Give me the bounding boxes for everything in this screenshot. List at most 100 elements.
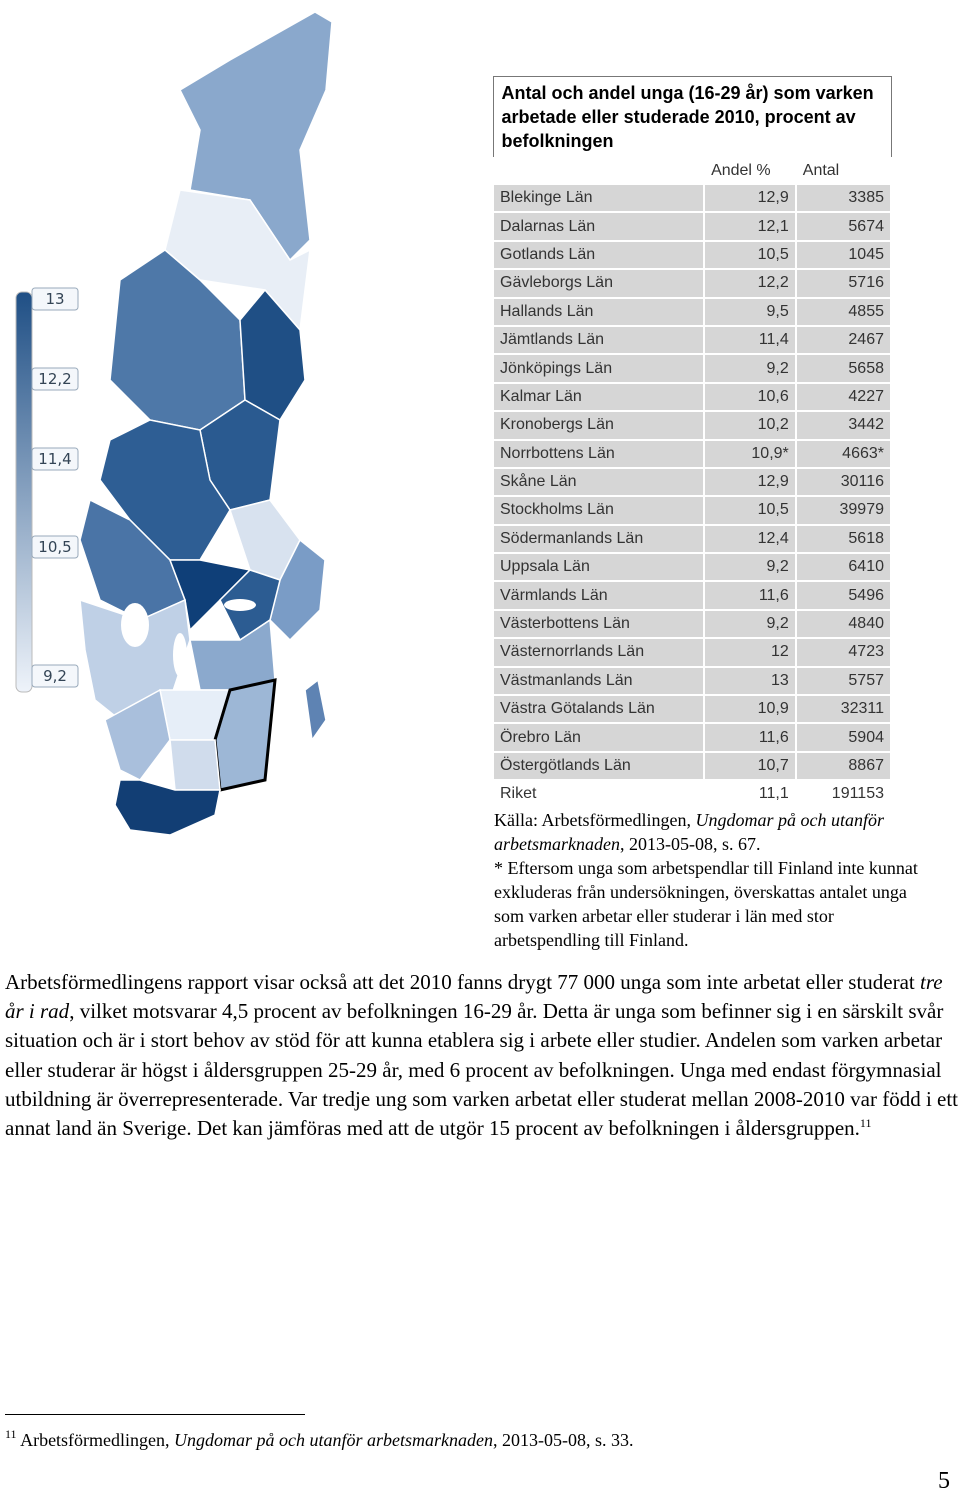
table-row: Västerbottens Län 9,2 4840: [491, 608, 893, 640]
source: Källa: Arbetsförmedlingen, Ungdomar på o…: [494, 808, 934, 856]
table-cell: Jönköpings Län: [491, 353, 706, 384]
tag-box: [31, 367, 79, 391]
table-cell: 11,4: [703, 324, 797, 356]
text: , vilket motsvarar 4,5 procent av befolk…: [5, 999, 959, 1141]
table-cell: 5716: [794, 268, 893, 299]
source-note: Källa: Arbetsförmedlingen, Ungdomar på o…: [494, 808, 934, 952]
table-cell: 4723: [794, 637, 893, 668]
table-cell: 3442: [794, 410, 893, 441]
table-cell: Blekinge Län: [491, 182, 706, 214]
table-cell: 8867: [794, 750, 893, 782]
table-cell: Västerbottens Län: [491, 608, 706, 640]
table-cell: 10,2: [703, 410, 797, 441]
table-cell: Norrbottens Län: [491, 438, 706, 469]
table-row: Jämtlands Län 11,4 2467: [491, 324, 893, 356]
legend-label: 12,2: [38, 370, 71, 388]
table-cell: 11,6: [703, 580, 797, 611]
table-cell: Gävleborgs Län: [491, 268, 706, 299]
table-cell: 3385: [794, 182, 893, 214]
table-cell: Östergötlands Län: [491, 750, 706, 782]
table-cell: 5496: [794, 580, 893, 611]
table-row: Jönköpings Län 9,2 5658: [491, 353, 893, 384]
table-row: Dalarnas Län 12,1 5674: [491, 211, 893, 242]
footnote-rule: [5, 1414, 305, 1415]
footnote: 11 Arbetsförmedlingen, Ungdomar på och u…: [5, 1428, 634, 1452]
table-cell: Riket: [491, 779, 706, 810]
table-cell: 12,9: [703, 466, 797, 498]
legend-tag: 12,2: [31, 367, 79, 391]
legend-label: 13: [45, 290, 64, 308]
table-row: Västernorrlands Län 12 4723: [491, 637, 893, 668]
header-cell: Antal: [794, 157, 893, 185]
table-cell: 4227: [794, 381, 893, 413]
table-cell: 32311: [794, 694, 893, 725]
text: Arbetsförmedlingens rapport visar också …: [5, 970, 920, 994]
table-row: Uppsala Län 9,2 6410: [491, 552, 893, 583]
table-cell: 6410: [794, 552, 893, 583]
legend-bar: [15, 291, 33, 693]
table-cell: Kalmar Län: [491, 381, 706, 413]
italic-text: tre år i rad: [5, 970, 943, 1024]
table-cell: 12,9: [703, 182, 797, 214]
table-row: Riket 11,1 191153: [491, 779, 893, 810]
italic-text: Ungdomar på och utanför arbetsmarknaden: [494, 810, 884, 854]
table-cell: 10,5: [703, 239, 797, 271]
table-cell: Dalarnas Län: [491, 211, 706, 242]
table-row: Blekinge Län 12,9 3385: [491, 182, 893, 214]
table-cell: 12: [703, 637, 797, 668]
text: , 2013-05-08, s. 33.: [493, 1430, 634, 1450]
table-cell: Västernorrlands Län: [491, 637, 706, 668]
legend: 13 12,2 11,4 10,5 9,2: [31, 287, 79, 688]
table-cell: Kronobergs Län: [491, 410, 706, 441]
table-row: Västra Götalands Län 10,9 32311: [491, 694, 893, 725]
lake: [224, 599, 256, 611]
italic-text: Ungdomar på och utanför arbetsmarknaden: [174, 1430, 494, 1450]
table-cell: 2467: [794, 324, 893, 356]
table-row: Södermanlands Län 12,4 5618: [491, 523, 893, 555]
table-cell: 4840: [794, 608, 893, 640]
table-cell: 12,1: [703, 211, 797, 242]
table-row: Stockholms Län 10,5 39979: [491, 495, 893, 526]
lake: [121, 603, 149, 647]
data-table: Antal och andel unga (16-29 år) som vark…: [491, 76, 893, 810]
regions: [79, 11, 333, 836]
table-cell: 39979: [794, 495, 893, 526]
legend-tag: 13: [31, 287, 79, 311]
table-cell: 5618: [794, 523, 893, 555]
table-cell: 10,5: [703, 495, 797, 526]
table-cell: 10,9: [703, 694, 797, 725]
lake: [173, 633, 187, 677]
table-row: Gävleborgs Län 12,2 5716: [491, 268, 893, 299]
title-row: Antal och andel unga (16-29 år) som vark…: [492, 76, 892, 159]
table-cell: 9,2: [703, 552, 797, 583]
table-cell: 12,2: [703, 268, 797, 299]
table-row: Hallands Län 9,5 4855: [491, 296, 893, 327]
legend-label: 9,2: [43, 667, 67, 685]
table-cell: 10,7: [703, 750, 797, 782]
table-cell: 11,1: [703, 779, 797, 810]
table-row: Örebro Län 11,6 5904: [491, 722, 893, 753]
table-cell: 191153: [794, 779, 893, 810]
table-cell: 5757: [794, 665, 893, 697]
table-cell: 11,6: [703, 722, 797, 753]
table-cell: 9,2: [703, 353, 797, 384]
table-cell: 10,6: [703, 381, 797, 413]
table-row: Östergötlands Län 10,7 8867: [491, 750, 893, 782]
table-row: Västmanlands Län 13 5757: [491, 665, 893, 697]
table-row: Skåne Län 12,9 30116: [491, 466, 893, 498]
header-row: Andel % Antal: [491, 157, 893, 185]
table-cell: Skåne Län: [491, 466, 706, 498]
table-cell: 1045: [794, 239, 893, 271]
table-row: Norrbottens Län 10,9* 4663*: [491, 438, 893, 469]
table-cell: 5674: [794, 211, 893, 242]
table-cell: 4855: [794, 296, 893, 327]
note: * Eftersom unga som arbetspendlar till F…: [494, 858, 918, 950]
legend-tag: 9,2: [31, 664, 79, 688]
header-cell: Andel %: [703, 157, 797, 185]
table-cell: 10,9*: [703, 438, 797, 469]
region: [213, 678, 277, 792]
page-number: 5: [938, 1468, 950, 1494]
tag-box: [31, 287, 79, 311]
table-cell: Västra Götalands Län: [491, 694, 706, 725]
